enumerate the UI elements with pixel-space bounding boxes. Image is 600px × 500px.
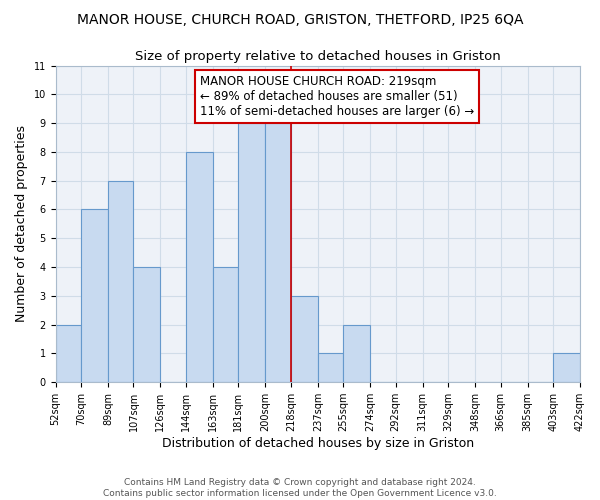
Title: Size of property relative to detached houses in Griston: Size of property relative to detached ho…	[135, 50, 500, 63]
X-axis label: Distribution of detached houses by size in Griston: Distribution of detached houses by size …	[162, 437, 474, 450]
Text: MANOR HOUSE CHURCH ROAD: 219sqm
← 89% of detached houses are smaller (51)
11% of: MANOR HOUSE CHURCH ROAD: 219sqm ← 89% of…	[200, 75, 474, 118]
Bar	[291, 296, 318, 382]
Bar	[108, 180, 133, 382]
Bar	[318, 354, 343, 382]
Bar	[553, 354, 580, 382]
Bar	[265, 123, 291, 382]
Bar	[133, 267, 160, 382]
Bar	[343, 324, 370, 382]
Bar	[238, 123, 265, 382]
Bar	[186, 152, 213, 382]
Bar	[81, 210, 108, 382]
Bar	[56, 324, 81, 382]
Text: Contains HM Land Registry data © Crown copyright and database right 2024.
Contai: Contains HM Land Registry data © Crown c…	[103, 478, 497, 498]
Text: MANOR HOUSE, CHURCH ROAD, GRISTON, THETFORD, IP25 6QA: MANOR HOUSE, CHURCH ROAD, GRISTON, THETF…	[77, 12, 523, 26]
Y-axis label: Number of detached properties: Number of detached properties	[15, 126, 28, 322]
Bar	[213, 267, 238, 382]
